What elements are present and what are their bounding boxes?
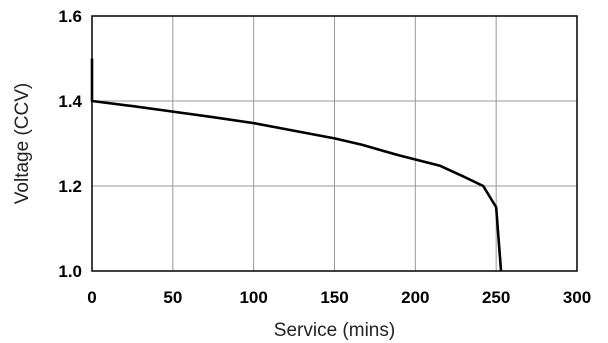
x-tick-label: 250 (482, 288, 510, 307)
x-tick-label: 0 (87, 288, 96, 307)
grid-lines (92, 16, 577, 271)
y-tick-label: 1.4 (58, 92, 82, 111)
x-tick-label: 200 (401, 288, 429, 307)
x-tick-label: 50 (163, 288, 182, 307)
x-axis-title: Service (mins) (274, 320, 395, 341)
series-group (90, 58, 503, 272)
x-tick-label: 300 (563, 288, 591, 307)
x-axis-ticks: 0 50 100 150 200 250 300 (87, 288, 591, 307)
plot-frame (91, 15, 578, 272)
x-tick-label: 150 (320, 288, 348, 307)
y-tick-label: 1.0 (58, 262, 82, 281)
y-axis-title: Voltage (CCV) (12, 83, 33, 204)
y-tick-label: 1.2 (58, 177, 82, 196)
series-line-0 (90, 58, 503, 272)
x-tick-label: 100 (239, 288, 267, 307)
y-axis-ticks: 1.0 1.2 1.4 1.6 (58, 7, 82, 281)
y-tick-label: 1.6 (58, 7, 82, 26)
